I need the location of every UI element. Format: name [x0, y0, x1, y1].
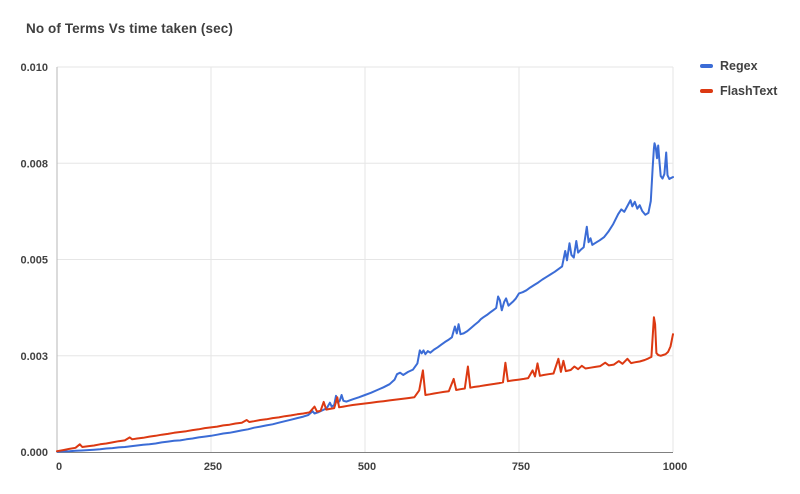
- regex-series-swatch-icon: [700, 63, 713, 68]
- x-axis-tick-label: 250: [204, 461, 222, 473]
- legend: Regex FlashText: [700, 53, 777, 103]
- y-axis-tick-label: 0.000: [20, 447, 48, 459]
- x-axis-tick-label: 0: [56, 461, 62, 473]
- legend-label-flashtext: FlashText: [720, 83, 778, 98]
- x-axis-tick-label: 750: [512, 461, 530, 473]
- chart-title: No of Terms Vs time taken (sec): [26, 21, 233, 36]
- y-axis-tick-label: 0.008: [20, 158, 48, 170]
- legend-label-regex: Regex: [720, 58, 758, 73]
- flashtext-series-swatch-icon: [700, 88, 713, 93]
- legend-item-regex: Regex: [700, 53, 777, 78]
- y-axis-tick-label: 0.010: [20, 62, 48, 74]
- flashtext-series-line: [56, 316, 674, 453]
- legend-item-flashtext: FlashText: [700, 78, 777, 103]
- regex-series-line: [56, 142, 674, 453]
- y-axis-tick-label: 0.005: [20, 255, 48, 267]
- y-axis-tick-label: 0.003: [20, 351, 48, 363]
- x-axis-tick-label: 1000: [663, 461, 687, 473]
- x-axis-tick-label: 500: [358, 461, 376, 473]
